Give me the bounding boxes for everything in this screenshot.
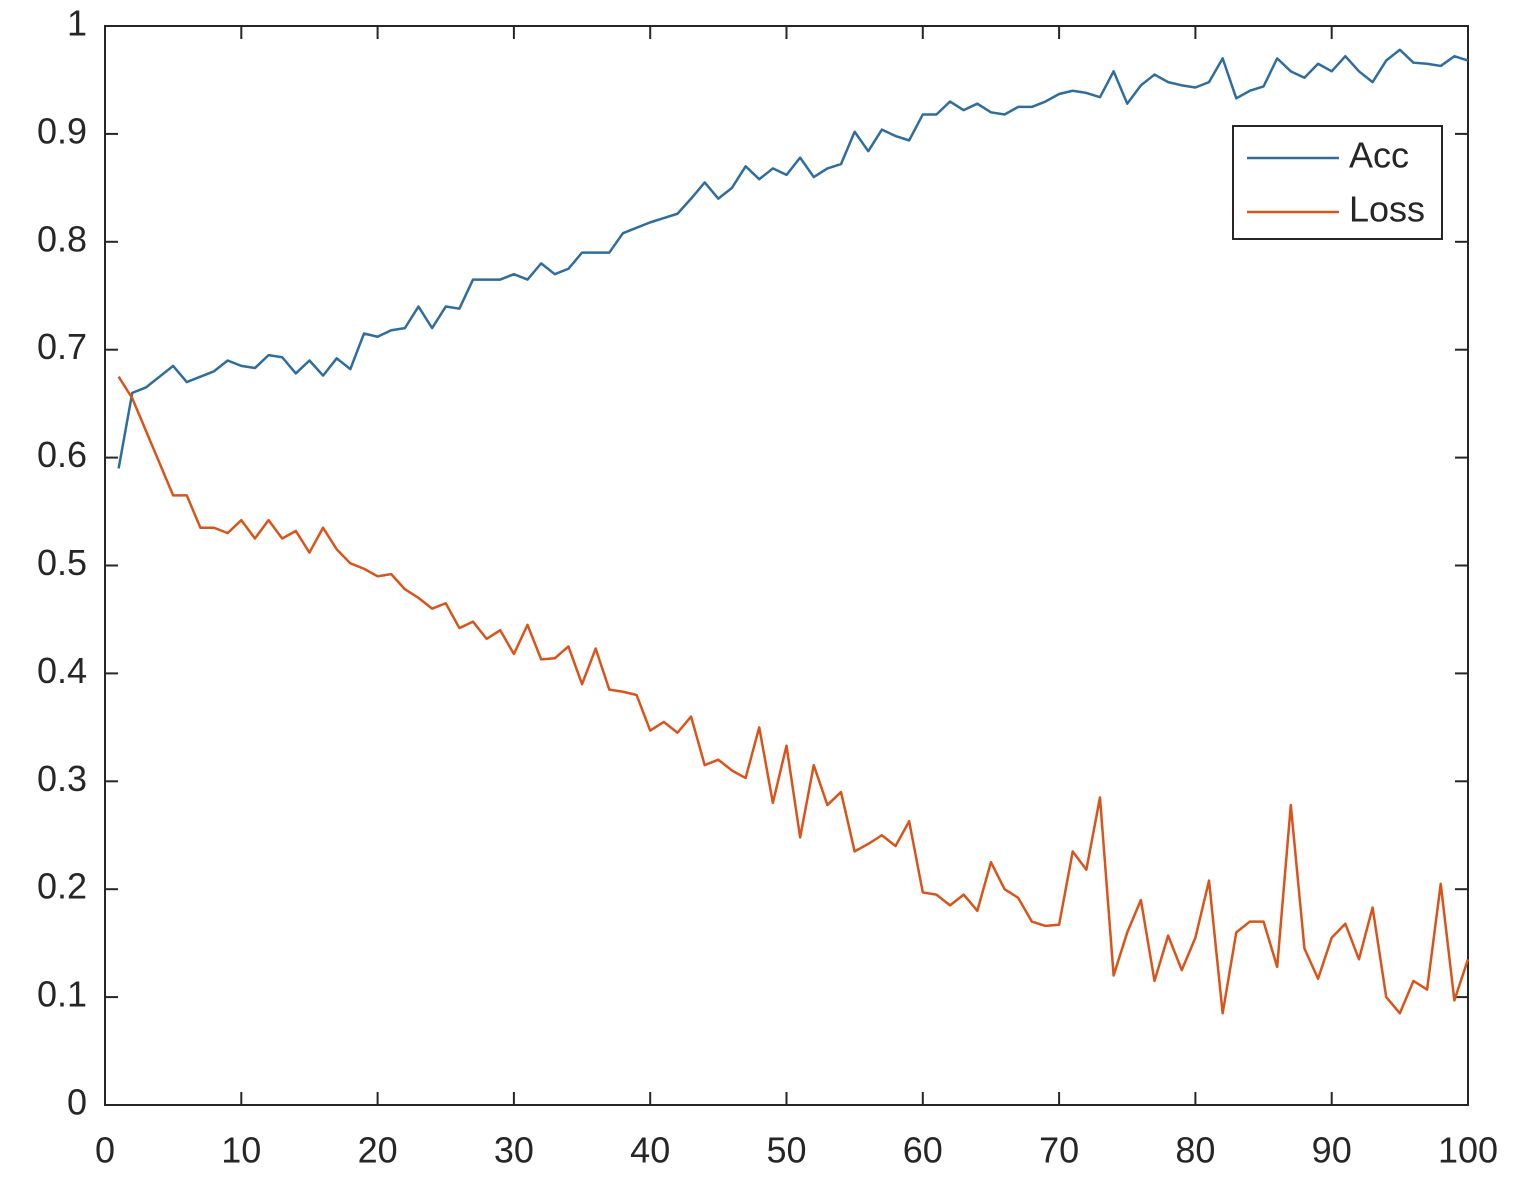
line	[117, 48, 1469, 469]
y-tick-label: 0.4	[37, 650, 87, 691]
y-tick-label: 0.2	[37, 866, 87, 907]
line	[117, 376, 1470, 1015]
y-tick-label: 0.9	[37, 110, 87, 151]
legend-label: Loss	[1349, 189, 1425, 230]
y-tick-label: 0.3	[37, 758, 87, 799]
legend-label: Acc	[1349, 135, 1409, 176]
y-tick-label: 0.1	[37, 974, 87, 1015]
x-tick-label: 90	[1312, 1130, 1352, 1171]
y-tick-label: 0.7	[37, 326, 87, 367]
y-tick-label: 0.5	[37, 542, 87, 583]
y-tick-label: 1	[67, 3, 87, 44]
x-tick-label: 100	[1438, 1130, 1498, 1171]
y-tick-label: 0	[67, 1082, 87, 1123]
x-tick-label: 50	[766, 1130, 806, 1171]
x-tick-label: 60	[903, 1130, 943, 1171]
legend-box	[1232, 125, 1443, 240]
x-tick-label: 0	[95, 1130, 115, 1171]
x-tick-label: 70	[1039, 1130, 1079, 1171]
x-tick-label: 30	[494, 1130, 534, 1171]
x-tick-label: 10	[221, 1130, 261, 1171]
x-tick-label: 40	[630, 1130, 670, 1171]
x-tick-label: 20	[358, 1130, 398, 1171]
y-tick-label: 0.8	[37, 218, 87, 259]
y-tick-label: 0.6	[37, 434, 87, 475]
x-tick-label: 80	[1175, 1130, 1215, 1171]
